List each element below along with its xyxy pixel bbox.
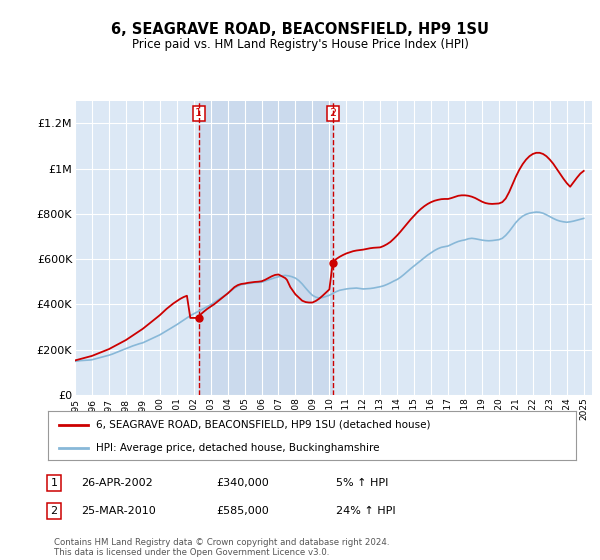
- Text: 5% ↑ HPI: 5% ↑ HPI: [336, 478, 388, 488]
- Text: 6, SEAGRAVE ROAD, BEACONSFIELD, HP9 1SU (detached house): 6, SEAGRAVE ROAD, BEACONSFIELD, HP9 1SU …: [95, 420, 430, 430]
- Text: 2: 2: [329, 108, 337, 118]
- Text: 1: 1: [50, 478, 58, 488]
- Text: 25-MAR-2010: 25-MAR-2010: [81, 506, 156, 516]
- Text: 24% ↑ HPI: 24% ↑ HPI: [336, 506, 395, 516]
- Text: 6, SEAGRAVE ROAD, BEACONSFIELD, HP9 1SU: 6, SEAGRAVE ROAD, BEACONSFIELD, HP9 1SU: [111, 22, 489, 38]
- Bar: [199, 101, 333, 395]
- Text: £585,000: £585,000: [216, 506, 269, 516]
- Text: Price paid vs. HM Land Registry's House Price Index (HPI): Price paid vs. HM Land Registry's House …: [131, 38, 469, 51]
- Text: 2: 2: [50, 506, 58, 516]
- Text: Contains HM Land Registry data © Crown copyright and database right 2024.
This d: Contains HM Land Registry data © Crown c…: [54, 538, 389, 557]
- Text: £340,000: £340,000: [216, 478, 269, 488]
- Text: HPI: Average price, detached house, Buckinghamshire: HPI: Average price, detached house, Buck…: [95, 443, 379, 453]
- Text: 26-APR-2002: 26-APR-2002: [81, 478, 153, 488]
- Text: 1: 1: [195, 108, 202, 118]
